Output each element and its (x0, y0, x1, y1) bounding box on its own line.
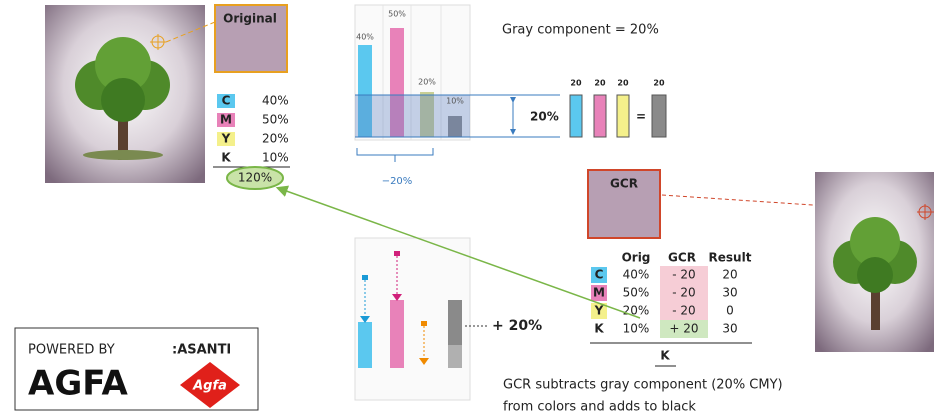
total: 120% (238, 171, 272, 185)
part-label: 20 (594, 79, 606, 88)
table-cell: 20 (722, 268, 737, 282)
ink-list: C 40% M 50% Y 20% K 10% (217, 94, 289, 165)
gcr-table: Orig GCR Result C 40% - 20 20 M 50% - 20 30 Y 20% - 2… (591, 251, 752, 336)
bar-label: 40% (356, 33, 374, 42)
bar-label: 20% (418, 78, 436, 87)
powered-by: POWERED BY (28, 343, 115, 358)
gray-bars (570, 95, 666, 137)
badge: Agfa (192, 379, 227, 394)
table-cell: K (594, 322, 604, 336)
gcr-title: GCR (610, 177, 638, 191)
table-header: Result (709, 251, 752, 265)
tree-image (815, 172, 934, 352)
ink-letter: Y (221, 132, 231, 146)
caption-line: from colors and adds to black (503, 400, 696, 415)
part-label: 20 (617, 79, 629, 88)
part-label: 20 (570, 79, 582, 88)
table-cell: 0 (726, 304, 734, 318)
ink-value: 20% (262, 132, 289, 146)
table-cell: 30 (722, 286, 737, 300)
ink-letter: M (220, 113, 232, 127)
ink-letter: C (222, 94, 231, 108)
gray-band-label: 20% (530, 110, 559, 124)
table-cell: Y (594, 304, 604, 318)
table-cell: - 20 (672, 268, 695, 282)
bar-label: 50% (388, 10, 406, 19)
ink-letter: K (221, 151, 231, 165)
table-cell: C (595, 268, 604, 282)
table-cell: - 20 (672, 286, 695, 300)
bar-label: 10% (446, 97, 464, 106)
logo: POWERED BY :ASANTI AGFA Agfa (15, 328, 258, 410)
gcr-diagram: Original C 40% M 50% Y 20% K 10% 120% 40% 50% 20%… (0, 0, 934, 420)
original-title: Original (223, 12, 277, 26)
table-header: GCR (668, 251, 696, 265)
table-cell: 40% (623, 268, 650, 282)
result-label: 20 (653, 79, 665, 88)
table-cell: + 20 (669, 322, 698, 336)
tree-image (45, 5, 205, 183)
equals: = (636, 110, 646, 124)
added-black: + 20% (492, 318, 542, 334)
bar-chart-after (355, 238, 488, 400)
ink-value: 10% (262, 151, 289, 165)
reduction-label: −20% (382, 176, 413, 187)
partner: :ASANTI (172, 343, 231, 358)
gray-component-title: Gray component = 20% (502, 23, 659, 38)
table-cell: 50% (623, 286, 650, 300)
table-cell: 10% (623, 322, 650, 336)
table-header: Orig (622, 251, 651, 265)
caption-line: GCR subtracts gray component (20% CMY) (503, 378, 783, 393)
ink-value: 50% (262, 113, 289, 127)
table-footer: K (660, 349, 670, 363)
table-cell: - 20 (672, 304, 695, 318)
table-cell: 20% (623, 304, 650, 318)
brand: AGFA (28, 364, 129, 404)
table-cell: 30 (722, 322, 737, 336)
table-cell: M (593, 286, 605, 300)
ink-value: 40% (262, 94, 289, 108)
